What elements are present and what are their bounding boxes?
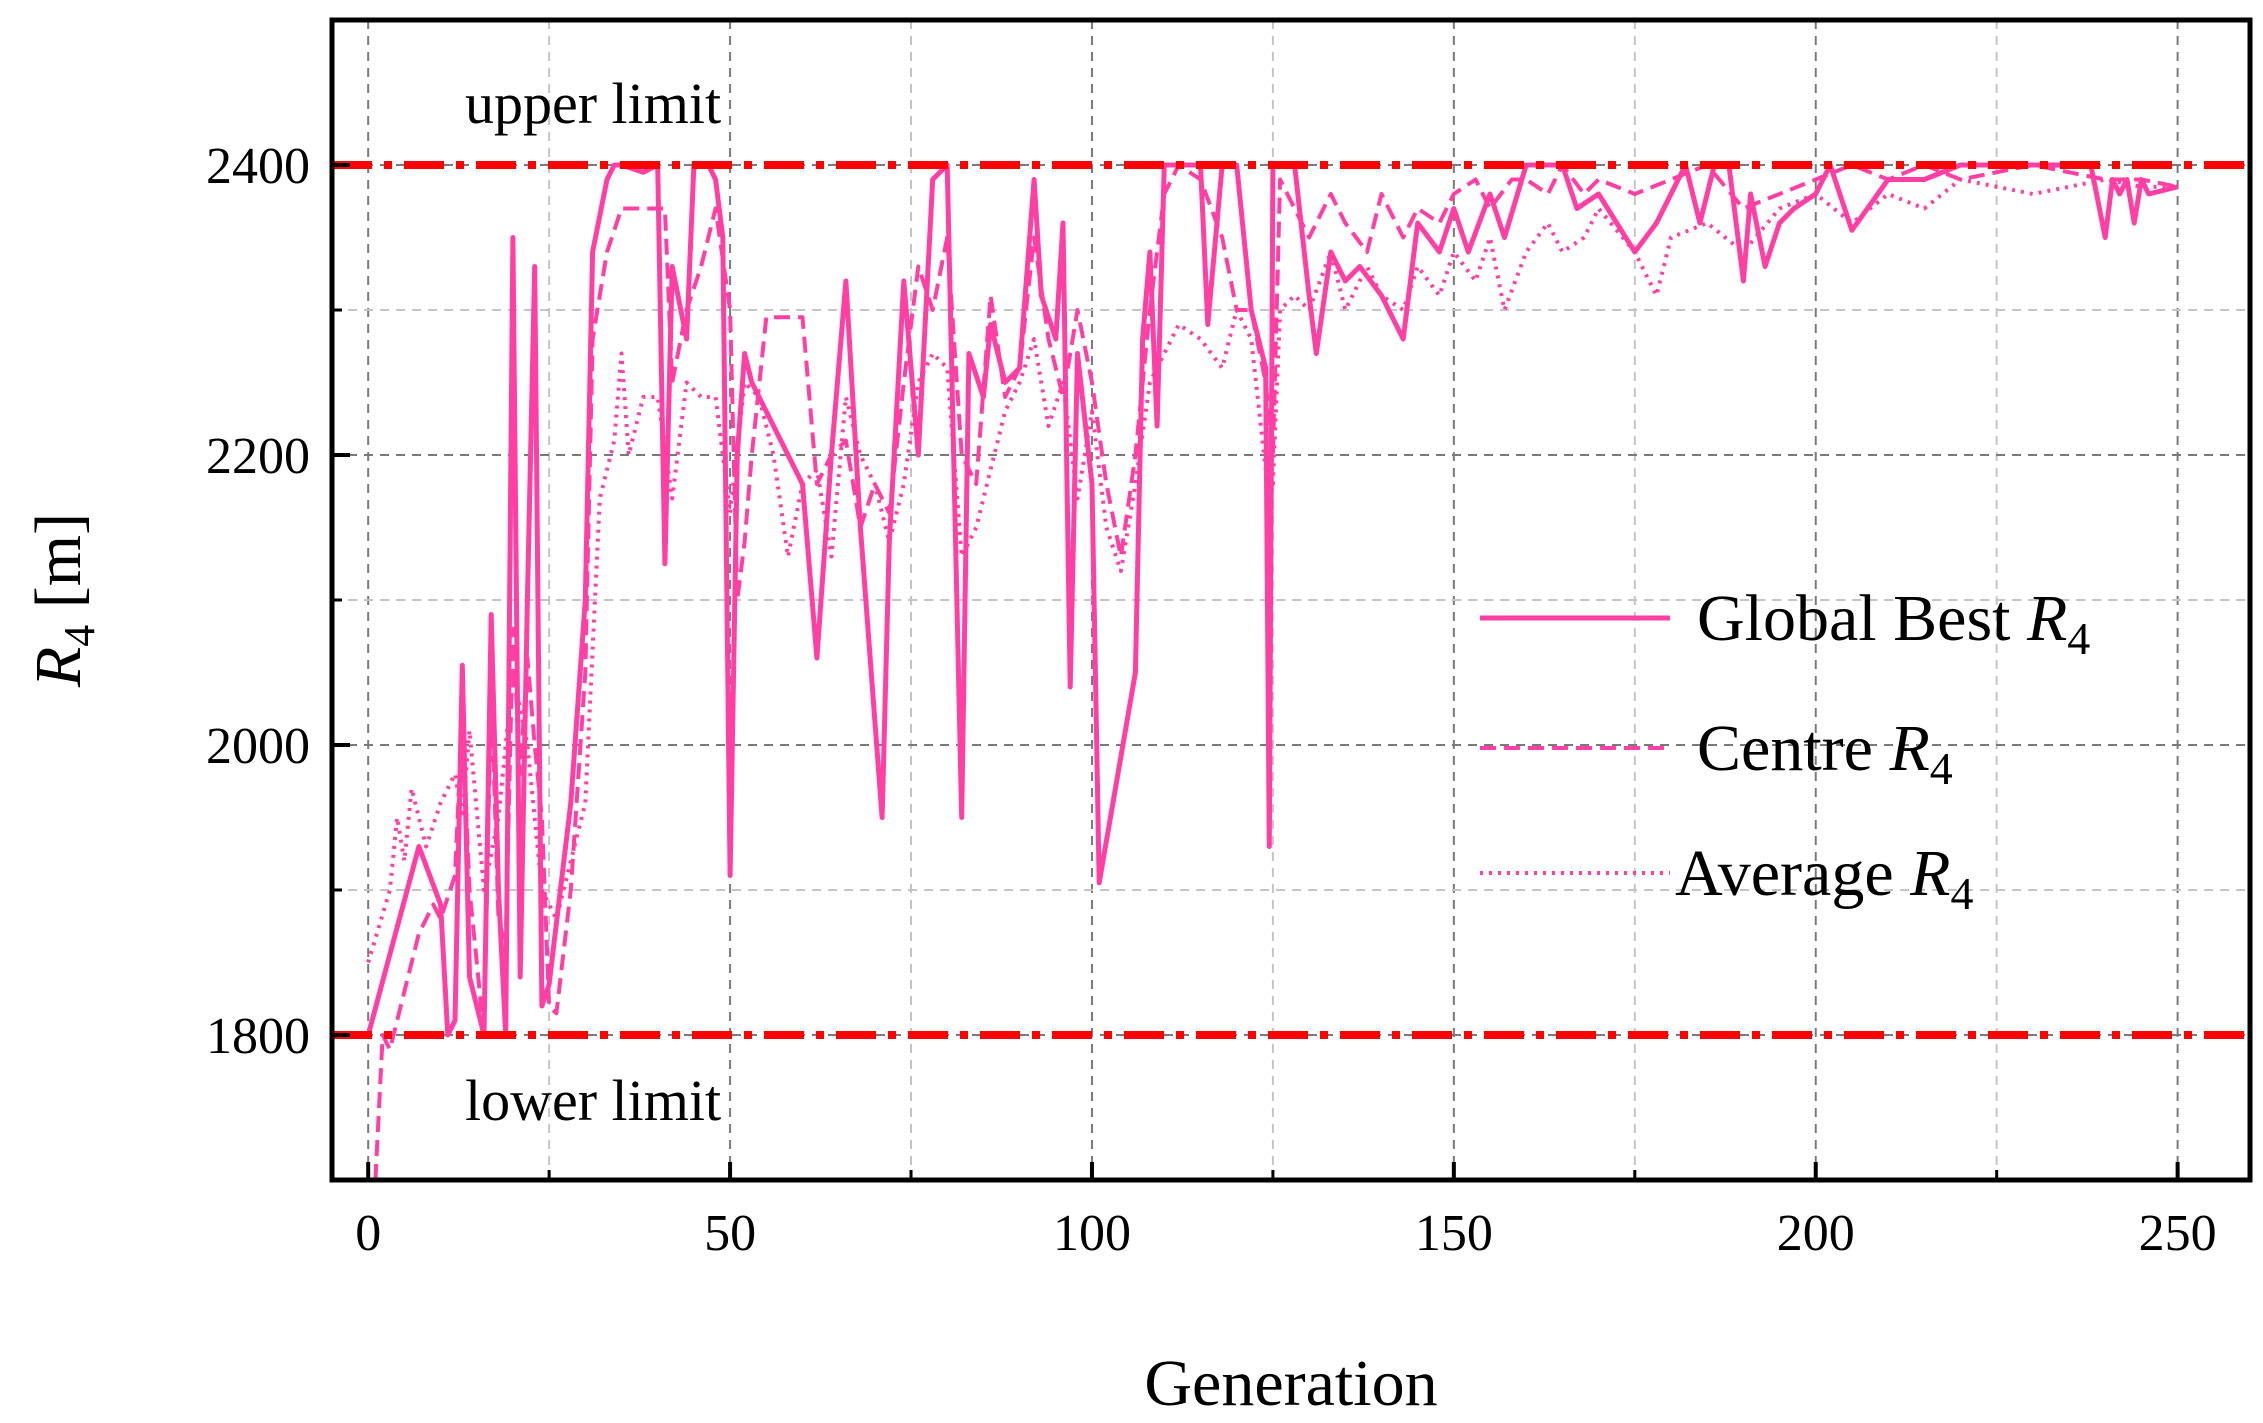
ticks: 0 50 100 150 200 250 1800 2000 2200 2400 bbox=[206, 138, 2217, 1262]
y-tick-label: 2200 bbox=[206, 428, 310, 485]
legend-label-centre-symbol: R bbox=[1888, 712, 1929, 785]
x-tick-label: 100 bbox=[1053, 1205, 1131, 1262]
y-tick-label: 1800 bbox=[206, 1008, 310, 1065]
legend-label-global-best-subscript: 4 bbox=[2067, 613, 2090, 664]
x-tick-label: 150 bbox=[1415, 1205, 1493, 1262]
x-axis-title: Generation bbox=[1144, 1347, 1437, 1420]
y-tick-label: 2000 bbox=[206, 718, 310, 775]
x-tick-label: 0 bbox=[355, 1205, 381, 1262]
series-layer bbox=[365, 162, 2179, 1181]
y-tick-label: 2400 bbox=[206, 138, 310, 195]
x-tick-label: 250 bbox=[2139, 1205, 2217, 1262]
legend-label-average-text: Average bbox=[1675, 837, 1910, 910]
legend-label-global-best: Global Best R4 bbox=[1697, 582, 2090, 664]
x-tick-label: 200 bbox=[1777, 1205, 1855, 1262]
legend-label-centre-subscript: 4 bbox=[1930, 743, 1953, 794]
legend-label-average: Average R4 bbox=[1675, 837, 1973, 919]
legend-label-centre-text: Centre bbox=[1697, 712, 1889, 785]
legend-label-global-best-symbol: R bbox=[2026, 582, 2067, 655]
lower-limit-label: lower limit bbox=[465, 1068, 721, 1133]
legend-label-average-subscript: 4 bbox=[1950, 868, 1973, 919]
legend-label-global-best-text: Global Best bbox=[1697, 582, 2027, 655]
legend-label-average-symbol: R bbox=[1909, 837, 1950, 910]
legend: Global Best R4 Centre R4 Average R4 bbox=[1480, 582, 2090, 919]
y-axis-title-subscript: 4 bbox=[55, 625, 104, 647]
y-axis-title: R4 [m] bbox=[22, 513, 104, 688]
y-axis-title-unit: [m] bbox=[22, 513, 95, 625]
series-line-1 bbox=[373, 163, 2178, 1181]
series-line-2 bbox=[366, 177, 2178, 964]
y-axis-title-symbol: R bbox=[22, 647, 95, 688]
legend-label-centre: Centre R4 bbox=[1697, 712, 1953, 794]
x-tick-label: 50 bbox=[704, 1205, 756, 1262]
upper-limit-label: upper limit bbox=[465, 71, 721, 136]
reference-lines bbox=[332, 161, 2250, 1039]
series-line-0 bbox=[365, 162, 2179, 1038]
